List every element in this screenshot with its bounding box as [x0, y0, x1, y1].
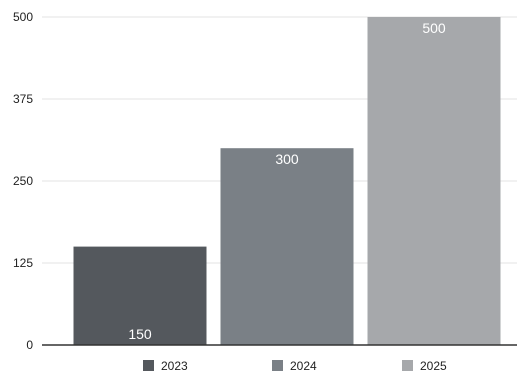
legend-swatch	[402, 360, 413, 371]
legend-item-2025: 2025	[402, 359, 447, 373]
bar-2023	[73, 246, 207, 345]
y-tick-label: 500	[13, 10, 33, 24]
legend-label: 2023	[161, 359, 188, 373]
legend-label: 2025	[420, 359, 447, 373]
bar-value-label: 150	[128, 326, 152, 342]
bars	[73, 17, 501, 345]
legend-swatch	[143, 360, 154, 371]
bar-2024	[220, 148, 354, 345]
legend-item-2024: 2024	[272, 359, 317, 373]
legend-item-2023: 2023	[143, 359, 188, 373]
bar-value-label: 300	[275, 151, 299, 167]
y-tick-label: 375	[13, 92, 33, 106]
bar-value-labels: 150 300 500	[128, 20, 446, 342]
legend: 2023 2024 2025	[143, 359, 447, 373]
bar-2025	[367, 17, 501, 345]
legend-swatch	[272, 360, 283, 371]
bar-value-label: 500	[422, 20, 446, 36]
y-tick-label: 0	[26, 338, 33, 352]
y-tick-label: 250	[13, 174, 33, 188]
y-tick-label: 125	[13, 256, 33, 270]
y-axis-tick-labels: 0 125 250 375 500	[13, 10, 33, 352]
legend-label: 2024	[290, 359, 317, 373]
